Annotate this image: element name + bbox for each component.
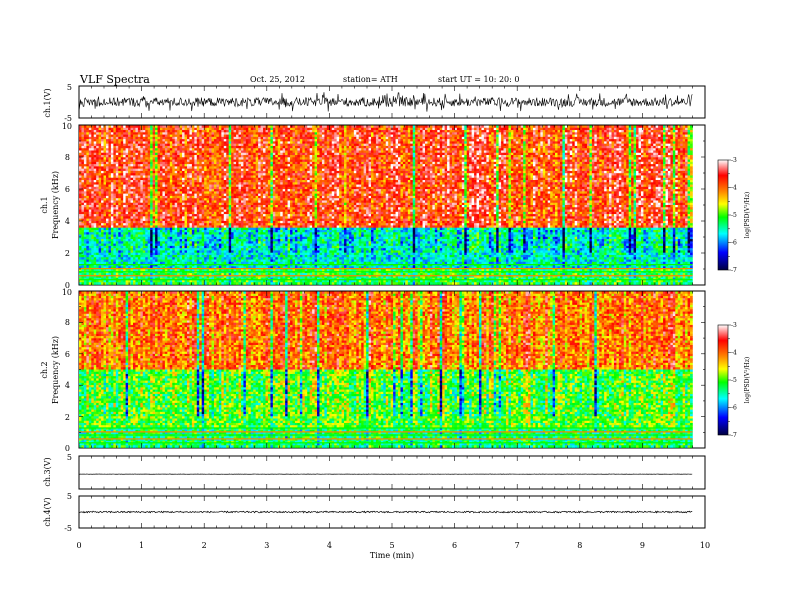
time-axis-label: Time (min) <box>370 551 414 560</box>
ch2-ytick-8: 8 <box>65 318 70 327</box>
ch1-ytick-6: 6 <box>65 185 70 194</box>
ch1-waveform-trace <box>78 92 693 112</box>
ch2-colorbar-ticklabels: -3 -4 -5 -6 -7 <box>731 322 737 439</box>
xtick-2: 2 <box>202 541 207 550</box>
ch1-ytick-8: 8 <box>65 153 70 162</box>
ch2-frequency-ticklabels: 0 2 4 6 8 10 <box>62 288 72 453</box>
ch3-waveform-ylabel: ch.3(V) <box>43 457 52 486</box>
ch1-channel-label: ch.1 <box>40 196 49 213</box>
ch2-cb-tick-4: -7 <box>731 432 737 439</box>
ch1-cb-tick-1: -4 <box>731 185 737 192</box>
ch1-waveform-ylabel: ch.1(V) <box>43 88 52 117</box>
xtick-7: 7 <box>515 541 520 550</box>
ch2-colorbar-label: log(PSD(V²/Hz) <box>744 357 751 404</box>
ch2-ytick-6: 6 <box>65 350 70 359</box>
ch4-ytick-top: 5 <box>67 492 72 501</box>
ch3-ytick-top: 5 <box>67 453 72 462</box>
axis-ticks <box>78 86 731 528</box>
ch2-ytick-2: 2 <box>65 413 70 422</box>
ch2-cb-tick-0: -3 <box>731 322 737 329</box>
ch4-waveform-trace <box>78 510 693 514</box>
ch1-ytick-0: 0 <box>65 281 70 290</box>
xtick-9: 9 <box>640 541 645 550</box>
ch1-ytick-10: 10 <box>62 122 72 131</box>
xtick-5: 5 <box>389 541 394 550</box>
ch2-channel-label: ch.2 <box>40 361 49 378</box>
ch1-ytick-bottom: -5 <box>64 114 72 123</box>
ch1-frequency-ticklabels: 0 2 4 6 8 10 <box>62 122 72 290</box>
ch1-colorbar <box>717 159 729 271</box>
xtick-0: 0 <box>76 541 81 550</box>
figure-title: VLF Spectra <box>79 73 150 86</box>
xtick-10: 10 <box>700 541 710 550</box>
ch1-frequency-ylabel: Frequency (kHz) <box>51 171 60 239</box>
ch1-cb-tick-0: -3 <box>731 157 737 164</box>
start-time-label: start UT = 10: 20: 0 <box>438 75 519 84</box>
ch2-spectrogram <box>79 291 693 448</box>
xtick-4: 4 <box>327 541 332 550</box>
ch2-colorbar <box>717 324 729 436</box>
ch2-cb-tick-2: -5 <box>731 377 737 384</box>
ch2-cb-tick-1: -4 <box>731 350 737 357</box>
date-label: Oct. 25, 2012 <box>250 75 305 84</box>
xtick-8: 8 <box>577 541 582 550</box>
ch2-ytick-4: 4 <box>65 381 70 390</box>
ch1-spectrogram <box>79 125 693 285</box>
station-label: station= ATH <box>343 75 398 84</box>
ch4-waveform-ylabel: ch.4(V) <box>43 497 52 526</box>
ch4-ytick-bottom: -5 <box>64 524 72 533</box>
ch1-colorbar-label: log(PSD(V²/Hz) <box>744 192 751 239</box>
xtick-1: 1 <box>139 541 144 550</box>
xtick-3: 3 <box>264 541 269 550</box>
ch2-cb-tick-3: -6 <box>731 405 737 412</box>
ch2-ytick-10: 10 <box>62 288 72 297</box>
time-axis-ticklabels: 0 1 2 3 4 5 6 7 8 9 10 <box>76 541 710 550</box>
ch2-ytick-0: 0 <box>65 444 70 453</box>
ch1-colorbar-ticklabels: -3 -4 -5 -6 -7 <box>731 157 737 274</box>
ch1-cb-tick-3: -6 <box>731 240 737 247</box>
ch1-ytick-4: 4 <box>65 217 70 226</box>
ch1-ytick-top: 5 <box>67 83 72 92</box>
ch1-cb-tick-4: -7 <box>731 267 737 274</box>
ch1-cb-tick-2: -5 <box>731 212 737 219</box>
ch2-frequency-ylabel: Frequency (kHz) <box>51 336 60 404</box>
xtick-6: 6 <box>452 541 457 550</box>
ch1-ytick-2: 2 <box>65 249 70 258</box>
